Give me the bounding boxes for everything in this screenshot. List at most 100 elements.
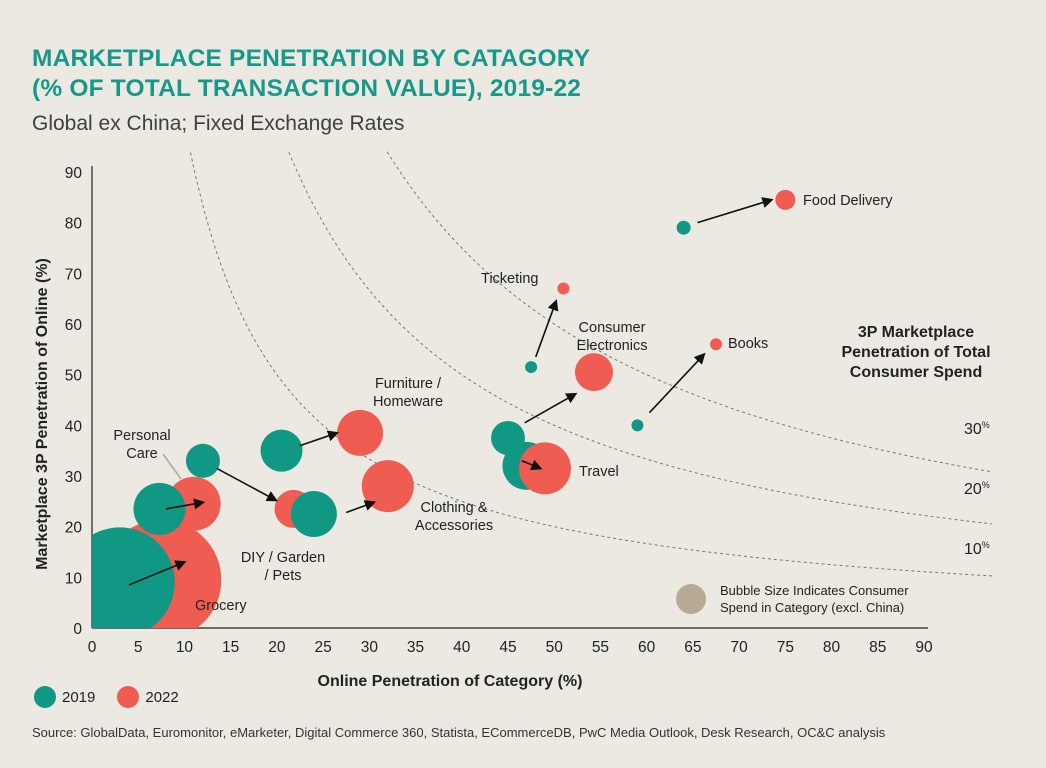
bubble-2019-grocery — [92, 527, 175, 628]
isoline-label-num: 30 — [964, 421, 982, 438]
category-label-travel: Travel — [579, 464, 619, 480]
bubble-2019-ticketing — [525, 361, 538, 374]
y-tick-label: 20 — [65, 520, 83, 537]
arrow-furniture-homeware — [299, 430, 340, 447]
x-tick-label: 45 — [499, 639, 516, 656]
chart-title-line-2: (% OF TOTAL TRANSACTION VALUE), 2019-22 — [32, 75, 582, 102]
arrow-diy-garden-pets — [216, 467, 278, 502]
arrow-travel — [521, 459, 543, 471]
category-label-clothing-accessories: Accessories — [415, 518, 493, 534]
bubble-2019-clothing-accessories — [290, 491, 337, 537]
isoline-label-20: 20% — [964, 480, 990, 498]
legend-swatch-2022 — [117, 686, 140, 708]
isoline-title: 3P Marketplace — [858, 324, 974, 341]
y-axis-title: Marketplace 3P Penetration of Online (%) — [34, 258, 51, 570]
legend-item-2022: 2022 — [117, 686, 179, 708]
y-tick-label: 0 — [73, 621, 82, 638]
category-label-consumer-electronics: Consumer — [579, 320, 646, 336]
x-tick-label: 30 — [361, 639, 379, 656]
isoline-label-num: 20 — [964, 481, 982, 498]
isoline-title: Penetration of Total — [841, 344, 990, 361]
arrow-food-delivery — [697, 197, 774, 224]
category-label-personal-care: Care — [126, 446, 157, 462]
bubble-chart: 10%20%30%0 5 10 15 20 25 30 35 40 45 50 55 60 65 70 75 8… — [34, 150, 992, 690]
x-tick-label: 50 — [546, 639, 564, 656]
arrow-consumer-electronics — [524, 392, 578, 424]
category-label-food-delivery: Food Delivery — [803, 193, 893, 209]
bubble-layer — [92, 189, 796, 628]
y-tick-label: 70 — [65, 266, 83, 283]
x-axis-title: Online Penetration of Category (%) — [318, 673, 583, 690]
isoline-label-10: 10% — [964, 540, 990, 558]
y-tick-label: 90 — [65, 165, 83, 182]
x-tick-label: 75 — [777, 639, 794, 656]
x-tick-label: 90 — [915, 639, 933, 656]
category-label-furniture-homeware: Homeware — [373, 394, 443, 410]
isoline-label-30: 30% — [964, 420, 990, 438]
category-label-books: Books — [728, 336, 768, 352]
category-label-ticketing: Ticketing — [481, 271, 538, 287]
bubble-size-note: Spend in Category (excl. China) — [720, 600, 904, 615]
x-tick-label: 80 — [823, 639, 841, 656]
legend-item-2019: 2019 — [34, 686, 95, 708]
legend-swatch-2019 — [34, 686, 56, 708]
source-note: Source: GlobalData, Euromonitor, eMarket… — [32, 725, 886, 740]
isoline-label-num: 10 — [964, 541, 982, 558]
bubble-size-note: Bubble Size Indicates Consumer — [720, 583, 909, 598]
x-tick-label: 85 — [869, 639, 886, 656]
category-label-clothing-accessories: Clothing & — [421, 500, 488, 516]
isoline-30 — [385, 150, 992, 473]
y-tick-label: 60 — [65, 317, 83, 334]
bubble-2019-food-delivery — [676, 220, 691, 235]
y-tick-label: 10 — [65, 570, 83, 587]
bubble-2019-consumer-electronics — [491, 421, 525, 455]
bubble-2022-books — [710, 338, 722, 351]
arrow-ticketing — [534, 299, 559, 358]
chart-title-line-1: MARKETPLACE PENETRATION BY CATAGORY — [32, 45, 591, 72]
bubble-2022-ticketing — [557, 282, 570, 295]
isoline-label-sup: % — [982, 480, 990, 490]
bubble-2022-consumer-electronics — [574, 353, 613, 392]
arrow-personal-care — [165, 498, 206, 510]
x-tick-label: 15 — [222, 639, 239, 656]
x-tick-label: 10 — [176, 639, 194, 656]
x-tick-label: 40 — [453, 639, 471, 656]
arrow-clothing-accessories — [345, 500, 377, 514]
y-tick-label: 40 — [65, 418, 83, 435]
category-label-consumer-electronics: Electronics — [577, 338, 648, 354]
category-label-furniture-homeware: Furniture / — [375, 376, 442, 392]
legend-label-2019: 2019 — [62, 688, 96, 706]
arrow-grocery — [128, 560, 187, 586]
x-tick-label: 55 — [592, 639, 609, 656]
bubble-2019-books — [631, 419, 644, 432]
x-tick-label: 25 — [314, 639, 331, 656]
x-tick-label: 0 — [88, 639, 97, 656]
x-tick-label: 60 — [638, 639, 656, 656]
personal-care-pointer — [162, 453, 182, 480]
arrow-books — [648, 352, 706, 414]
isoline-label-sup: % — [982, 540, 990, 550]
x-tick-label: 35 — [407, 639, 424, 656]
category-label-personal-care: Personal — [113, 428, 170, 444]
legend: 2019 2022 — [34, 686, 201, 708]
bubble-2019-personal-care — [133, 482, 186, 535]
category-label-grocery: Grocery — [195, 598, 247, 614]
y-tick-label: 50 — [65, 368, 83, 385]
isoline-10 — [189, 150, 992, 577]
x-tick-label: 20 — [268, 639, 286, 656]
isoline-20 — [287, 150, 992, 525]
legend-label-2022: 2022 — [145, 688, 179, 706]
y-tick-label: 30 — [65, 469, 83, 486]
chart-title: MARKETPLACE PENETRATION BY CATAGORY (% O… — [32, 44, 590, 104]
bubble-2022-clothing-accessories — [361, 460, 414, 513]
bubble-2022-food-delivery — [775, 189, 796, 210]
x-tick-label: 65 — [684, 639, 701, 656]
chart-subtitle: Global ex China; Fixed Exchange Rates — [32, 112, 405, 135]
isoline-label-sup: % — [982, 420, 990, 430]
category-label-diy-garden-pets: / Pets — [264, 568, 301, 584]
isoline-title: Consumer Spend — [850, 364, 982, 381]
bubble-2019-diy-garden-pets — [185, 443, 220, 478]
bubble-2022-travel — [518, 442, 571, 495]
category-label-diy-garden-pets: DIY / Garden — [241, 550, 325, 566]
bubble-size-key — [676, 584, 706, 614]
